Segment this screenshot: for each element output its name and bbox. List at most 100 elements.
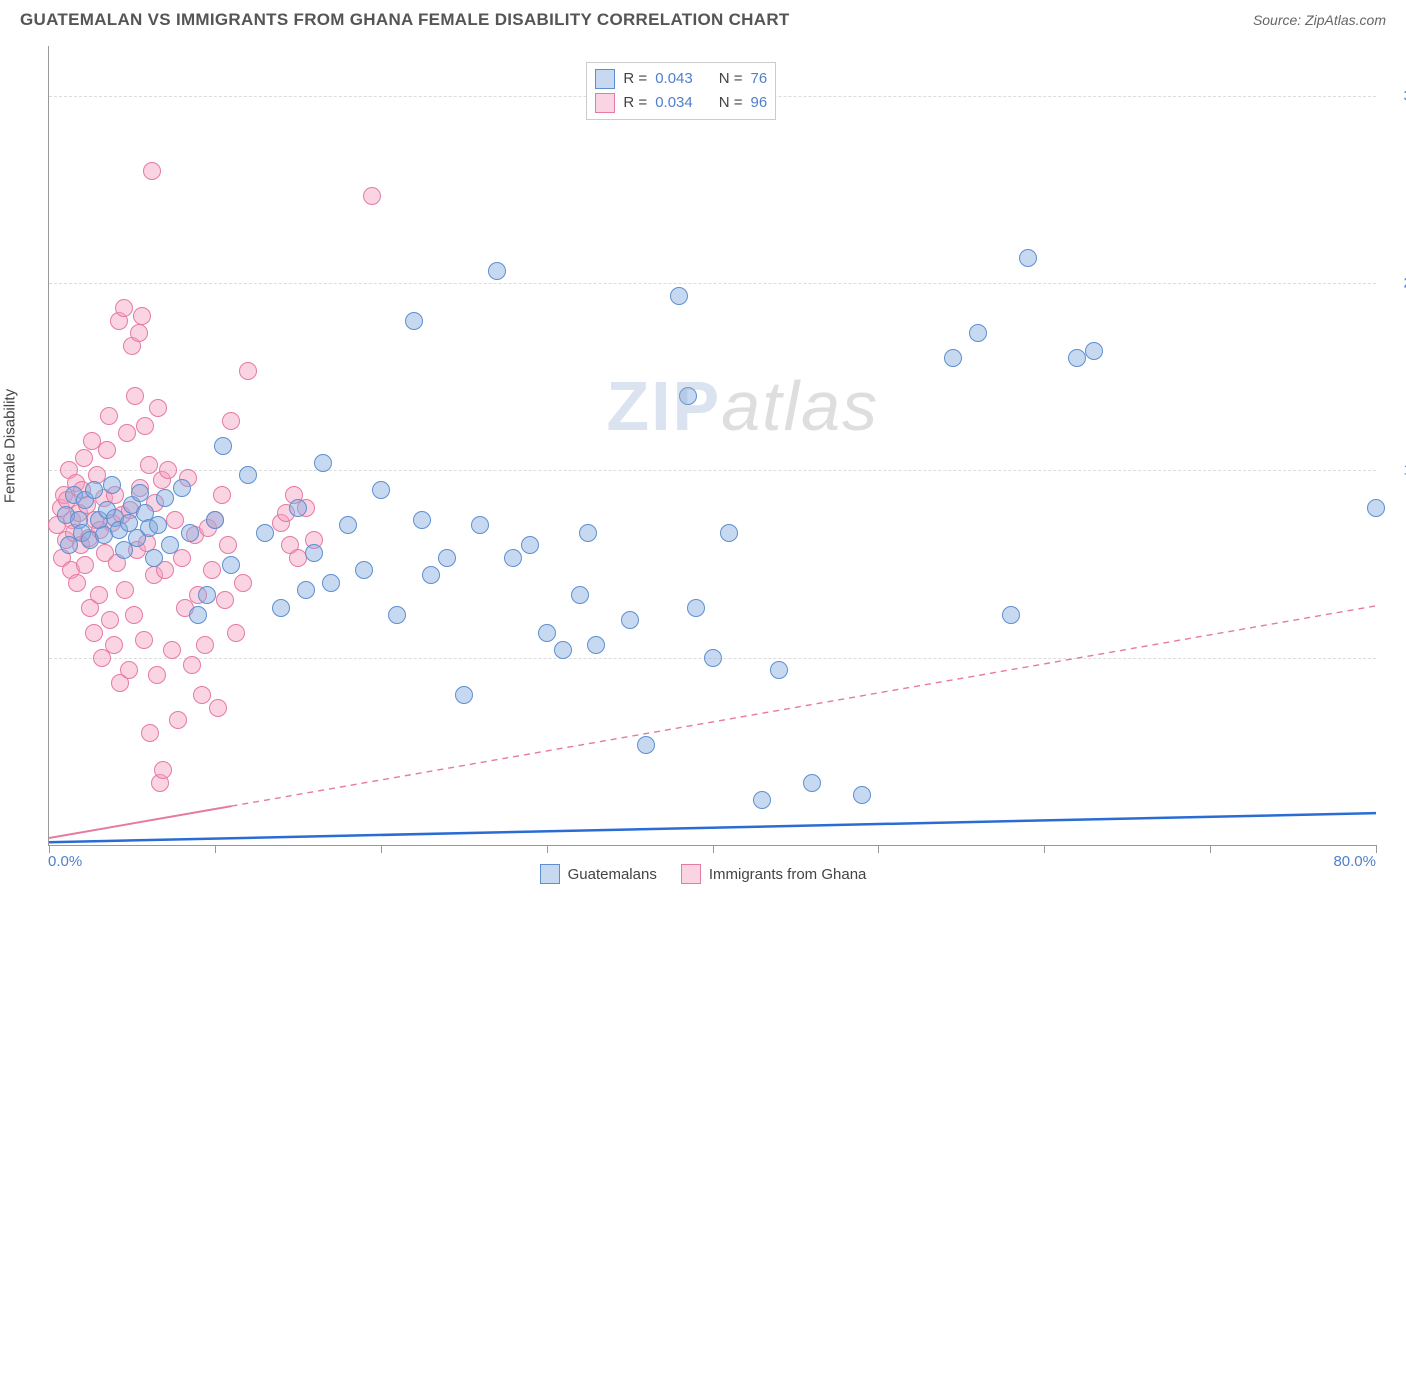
scatter-point <box>136 417 154 435</box>
scatter-point <box>115 299 133 317</box>
scatter-point <box>135 631 153 649</box>
series-legend-item: Immigrants from Ghana <box>681 864 867 884</box>
scatter-point <box>363 187 381 205</box>
scatter-point <box>196 636 214 654</box>
scatter-point <box>339 516 357 534</box>
scatter-point <box>853 786 871 804</box>
scatter-point <box>1019 249 1037 267</box>
scatter-point <box>214 437 232 455</box>
x-tick <box>713 845 714 853</box>
scatter-point <box>969 324 987 342</box>
scatter-point <box>159 461 177 479</box>
scatter-point <box>372 481 390 499</box>
scatter-point <box>322 574 340 592</box>
scatter-point <box>687 599 705 617</box>
plot-surface: 7.5%15.0%22.5%30.0% <box>49 46 1376 845</box>
scatter-point <box>355 561 373 579</box>
scatter-point <box>116 581 134 599</box>
chart-area: 7.5%15.0%22.5%30.0% R =0.043N =76R =0.03… <box>48 46 1376 846</box>
scatter-point <box>289 499 307 517</box>
scatter-point <box>209 699 227 717</box>
scatter-point <box>75 449 93 467</box>
scatter-point <box>161 536 179 554</box>
scatter-point <box>753 791 771 809</box>
scatter-point <box>554 641 572 659</box>
scatter-point <box>213 486 231 504</box>
scatter-point <box>679 387 697 405</box>
scatter-point <box>405 312 423 330</box>
x-tick <box>215 845 216 853</box>
scatter-point <box>239 466 257 484</box>
y-tick-label: 7.5% <box>1386 649 1406 666</box>
scatter-point <box>206 511 224 529</box>
scatter-point <box>169 711 187 729</box>
scatter-point <box>227 624 245 642</box>
scatter-point <box>105 636 123 654</box>
legend-r-label: R = <box>623 94 647 111</box>
scatter-point <box>1002 606 1020 624</box>
scatter-point <box>455 686 473 704</box>
scatter-point <box>149 399 167 417</box>
x-tick <box>1376 845 1377 853</box>
scatter-point <box>154 761 172 779</box>
scatter-point <box>314 454 332 472</box>
legend-swatch <box>595 93 615 113</box>
scatter-point <box>720 524 738 542</box>
scatter-point <box>76 556 94 574</box>
scatter-point <box>198 586 216 604</box>
scatter-point <box>68 574 86 592</box>
scatter-point <box>521 536 539 554</box>
x-tick <box>49 845 50 853</box>
scatter-point <box>98 441 116 459</box>
scatter-point <box>289 549 307 567</box>
scatter-point <box>148 666 166 684</box>
scatter-point <box>85 624 103 642</box>
scatter-point <box>133 307 151 325</box>
scatter-point <box>140 456 158 474</box>
scatter-point <box>256 524 274 542</box>
scatter-point <box>143 162 161 180</box>
scatter-point <box>670 287 688 305</box>
scatter-point <box>239 362 257 380</box>
x-tick <box>878 845 879 853</box>
series-legend-item: Guatemalans <box>540 864 657 884</box>
legend-n-value: 76 <box>751 70 768 87</box>
scatter-point <box>126 387 144 405</box>
scatter-point <box>770 661 788 679</box>
legend-swatch <box>595 69 615 89</box>
scatter-point <box>131 484 149 502</box>
scatter-point <box>388 606 406 624</box>
legend-r-label: R = <box>623 70 647 87</box>
scatter-point <box>130 324 148 342</box>
legend-swatch <box>540 864 560 884</box>
x-tick <box>1210 845 1211 853</box>
series-legend-label: Immigrants from Ghana <box>709 866 867 883</box>
legend-n-value: 96 <box>751 94 768 111</box>
scatter-point <box>219 536 237 554</box>
stats-legend: R =0.043N =76R =0.034N =96 <box>586 62 776 120</box>
scatter-point <box>413 511 431 529</box>
scatter-point <box>571 586 589 604</box>
scatter-point <box>100 407 118 425</box>
scatter-point <box>234 574 252 592</box>
scatter-point <box>181 524 199 542</box>
scatter-point <box>141 724 159 742</box>
scatter-point <box>222 412 240 430</box>
scatter-point <box>704 649 722 667</box>
chart-header: GUATEMALAN VS IMMIGRANTS FROM GHANA FEMA… <box>0 0 1406 36</box>
chart-title: GUATEMALAN VS IMMIGRANTS FROM GHANA FEMA… <box>20 10 790 30</box>
legend-n-label: N = <box>719 94 743 111</box>
scatter-point <box>305 544 323 562</box>
scatter-point <box>166 511 184 529</box>
scatter-point <box>183 656 201 674</box>
legend-swatch <box>681 864 701 884</box>
x-tick <box>381 845 382 853</box>
scatter-point <box>101 611 119 629</box>
x-tick <box>1044 845 1045 853</box>
scatter-point <box>149 516 167 534</box>
scatter-point <box>488 262 506 280</box>
legend-r-value: 0.043 <box>655 70 693 87</box>
stats-legend-row: R =0.034N =96 <box>595 91 767 115</box>
y-axis-label: Female Disability <box>2 389 19 503</box>
source-attribution: Source: ZipAtlas.com <box>1253 12 1386 28</box>
